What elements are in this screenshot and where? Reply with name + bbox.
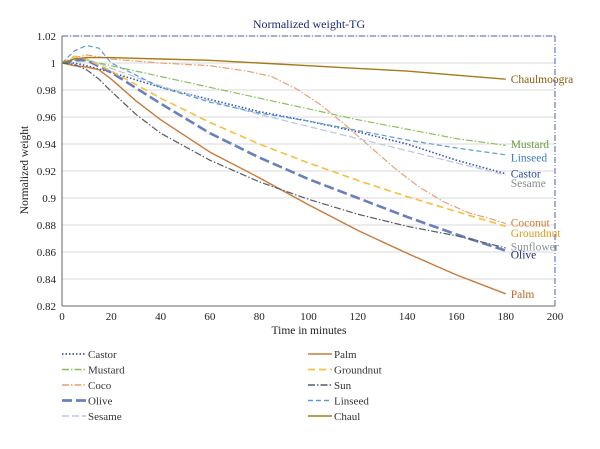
x-tick-label: 0 [59,311,65,323]
y-tick-label: 0.9 [42,193,56,205]
legend-label-castor: Castor [88,349,117,361]
y-tick-label: 0.94 [37,139,57,151]
y-tick-label: 1 [51,58,57,70]
series-line-linseed [61,44,506,156]
y-tick-label: 0.92 [37,166,56,178]
series-line-chaul [61,56,506,80]
x-tick-label: 120 [350,311,367,323]
x-tick-label: 180 [497,311,514,323]
series-line-olive [61,59,507,252]
series-end-label-castor: Castor [511,169,541,181]
y-tick-label: 0.82 [37,301,56,313]
x-tick-label: 160 [448,311,465,323]
y-tick-label: 1.02 [37,31,56,43]
series-line-castor [62,62,506,175]
legend-label-mustard: Mustard [88,365,125,377]
series-line-palm [61,62,506,295]
legend-label-sesame: Sesame [88,411,122,423]
x-tick-label: 40 [155,311,167,323]
x-tick-label: 80 [254,311,266,323]
series-end-label-chaul: Chaulmoogra [511,74,574,86]
series-end-label-mustard: Mustard [511,139,550,151]
y-tick-label: 0.98 [37,85,57,97]
series-line-sun [61,62,506,249]
y-tick-label: 0.86 [37,247,57,259]
series-end-label-sesame: Sesame [511,178,546,190]
x-tick-label: 200 [547,311,564,323]
x-tick-label: 60 [204,311,216,323]
series-line-groundnut [61,55,506,228]
x-tick-label: 140 [399,311,416,323]
legend-label-linseed: Linseed [334,396,369,408]
series-end-label-linseed: Linseed [511,153,548,165]
y-tick-label: 0.96 [37,112,57,124]
legend-label-chaul: Chaul [334,411,360,423]
chart-title: Normalized weight-TG [253,17,366,31]
y-tick-label: 0.84 [37,274,57,286]
y-tick-label: 0.88 [37,220,57,232]
series-end-label-olive: Olive [511,250,537,262]
series-end-label-coco: Coconut [511,217,551,229]
legend-label-sun: Sun [334,380,352,392]
series-end-label-sun: Sunflower [511,242,559,254]
x-tick-label: 100 [300,311,317,323]
legend-label-palm: Palm [334,349,357,361]
y-axis-title: Normalized weight [19,125,31,214]
legend-label-olive: Olive [88,396,113,408]
x-axis-title: Time in minutes [272,325,347,337]
series-end-label-palm: Palm [511,289,535,301]
legend-label-coco: Coco [88,380,112,392]
x-tick-label: 20 [106,311,118,323]
legend-label-groundnut: Groundnut [334,365,382,377]
series-end-label-groundnut: Groundnut [511,228,562,240]
